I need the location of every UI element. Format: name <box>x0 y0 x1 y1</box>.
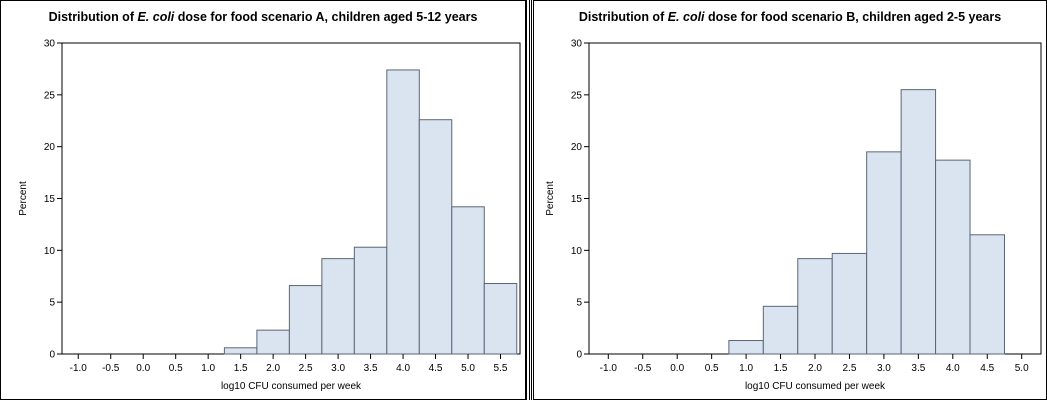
y-tick-label: 15 <box>44 194 56 205</box>
histogram-bar <box>935 159 971 355</box>
histogram-bar <box>223 347 258 355</box>
y-tick-label: 20 <box>571 142 583 153</box>
x-tick-label: 5.0 <box>1015 363 1029 374</box>
x-tick-label: -1.0 <box>600 363 618 374</box>
panel-divider <box>526 0 527 400</box>
chart-panel-b: Distribution of E. coli dose for food sc… <box>533 0 1047 400</box>
histogram-bar <box>728 340 764 355</box>
histogram-bar <box>386 69 420 355</box>
y-tick-label: 0 <box>49 350 55 361</box>
histogram-bar <box>321 258 355 355</box>
histogram-bar <box>797 258 833 355</box>
chart-title-italic: E. coli <box>667 10 705 24</box>
x-tick-label: 4.5 <box>980 363 994 374</box>
chart-title: Distribution of E. coli dose for food sc… <box>533 10 1047 24</box>
histogram-plot: 0 5 10 15 20 25 30 -1.0 -0.5 0.0 0.5 1.0 1.5 2.0 2.5 3.… <box>545 39 1042 392</box>
y-tick-label: 20 <box>44 142 56 153</box>
x-tick-label: 1.5 <box>234 363 248 374</box>
x-tick-label: -0.5 <box>102 363 120 374</box>
x-tick-label: -0.5 <box>634 363 652 374</box>
x-axis-label: log10 CFU consumed per week <box>221 381 362 392</box>
x-tick-label: 0.0 <box>670 363 684 374</box>
y-tick-label: 30 <box>571 39 583 50</box>
x-tick-label: 1.0 <box>201 363 215 374</box>
histogram-bar <box>418 119 453 355</box>
histogram-bar <box>969 234 1005 355</box>
chart-title-italic: E. coli <box>137 10 175 24</box>
x-tick-label: 3.5 <box>364 363 378 374</box>
x-tick-label: 4.0 <box>946 363 960 374</box>
y-tick-label: 15 <box>571 194 583 205</box>
histogram-bar <box>483 283 518 355</box>
x-tick-label: 3.0 <box>877 363 891 374</box>
y-tick-label: 25 <box>44 90 56 101</box>
x-tick-label: 1.0 <box>739 363 753 374</box>
x-tick-label: 5.0 <box>461 363 475 374</box>
x-tick-label: 2.0 <box>266 363 280 374</box>
histogram-bar <box>762 305 799 355</box>
y-tick-label: 25 <box>571 90 583 101</box>
panel-divider <box>529 0 530 400</box>
histogram-bar <box>866 151 902 355</box>
x-tick-label: 3.0 <box>331 363 345 374</box>
chart-title-suffix: dose for food scenario B, children aged … <box>708 10 1002 24</box>
histogram-bar <box>288 285 323 355</box>
y-axis-label: Percent <box>545 181 556 216</box>
x-tick-label: 4.0 <box>396 363 410 374</box>
y-tick-label: 0 <box>576 350 582 361</box>
histogram-bar <box>900 89 937 355</box>
y-tick-label: 5 <box>576 298 582 309</box>
x-tick-label: 1.5 <box>774 363 788 374</box>
x-axis-label: log10 CFU consumed per week <box>745 381 886 392</box>
histogram-plot: 0 5 10 15 20 25 30 -1.0 -0.5 0.0 0.5 1.0 1.5 2.0 2.5 3.… <box>18 39 521 392</box>
y-tick-label: 5 <box>49 298 55 309</box>
x-tick-label: 0.0 <box>136 363 150 374</box>
panel-divider <box>531 0 532 400</box>
y-tick-label: 10 <box>44 246 56 257</box>
x-tick-label: 0.5 <box>705 363 719 374</box>
x-tick-label: -1.0 <box>70 363 88 374</box>
x-tick-label: 4.5 <box>429 363 443 374</box>
y-axis-label: Percent <box>18 181 29 216</box>
histogram-bar <box>451 206 485 355</box>
x-tick-label: 5.5 <box>494 363 508 374</box>
y-tick-label: 10 <box>571 246 583 257</box>
x-tick-label: 0.5 <box>169 363 183 374</box>
y-tick-label: 30 <box>44 39 56 50</box>
histogram-bar <box>256 329 290 355</box>
chart-title: Distribution of E. coli dose for food sc… <box>0 10 526 24</box>
histogram-bar <box>831 252 868 355</box>
x-tick-label: 2.5 <box>299 363 313 374</box>
chart-title-prefix: Distribution of <box>578 10 665 24</box>
histogram-bar <box>353 246 388 355</box>
chart-title-suffix: dose for food scenario A, children aged … <box>177 10 478 24</box>
x-tick-label: 3.5 <box>911 363 925 374</box>
chart-title-prefix: Distribution of <box>48 10 134 24</box>
chart-panel-a: Distribution of E. coli dose for food sc… <box>0 0 526 400</box>
x-tick-label: 2.0 <box>808 363 822 374</box>
x-tick-label: 2.5 <box>842 363 856 374</box>
